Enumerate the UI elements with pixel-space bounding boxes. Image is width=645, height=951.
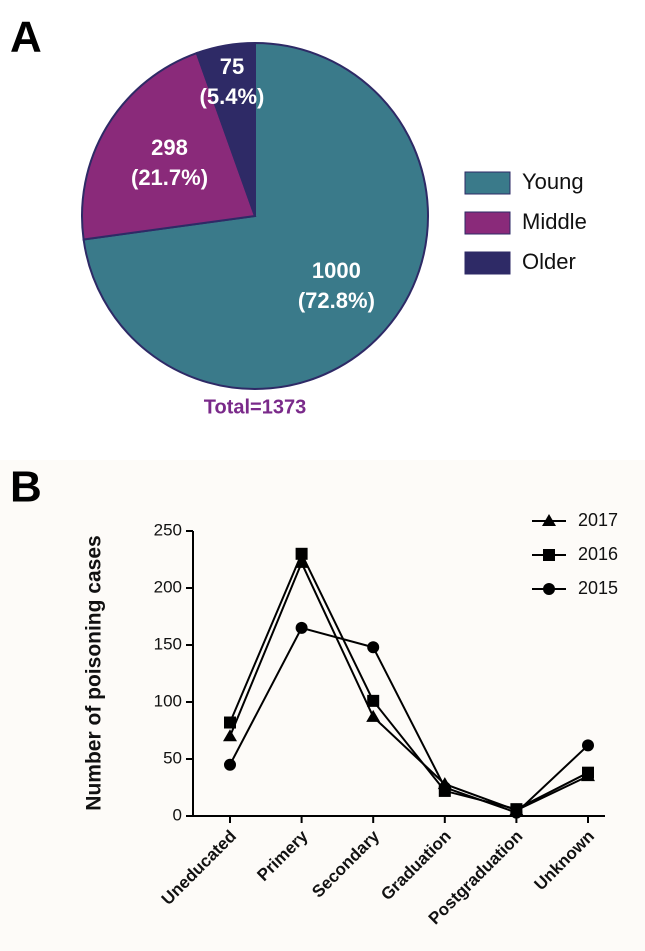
data-point bbox=[295, 621, 308, 634]
data-point bbox=[367, 694, 380, 707]
y-tick-label: 50 bbox=[163, 748, 182, 767]
pie-slice bbox=[81, 51, 257, 241]
data-point bbox=[582, 739, 594, 752]
legend-marker bbox=[543, 583, 555, 595]
panel-label: A bbox=[10, 13, 42, 62]
panel-background bbox=[0, 460, 645, 951]
legend-swatch bbox=[464, 171, 511, 195]
y-tick-label: 0 bbox=[173, 805, 182, 824]
legend-label: Young bbox=[522, 169, 584, 194]
panel-label: B bbox=[10, 463, 42, 512]
legend-label: 2017 bbox=[578, 510, 618, 530]
legend-marker bbox=[543, 549, 555, 561]
slice-percent-label: (5.4%) bbox=[200, 84, 265, 109]
data-point bbox=[224, 758, 236, 771]
data-point bbox=[366, 709, 381, 722]
slice-value-label: 1000 bbox=[312, 258, 361, 283]
series-line bbox=[229, 560, 589, 812]
series-line bbox=[229, 551, 589, 811]
legend-label: Middle bbox=[522, 209, 587, 234]
data-point bbox=[223, 729, 237, 742]
y-tick-label: 200 bbox=[154, 577, 182, 596]
data-point bbox=[438, 781, 451, 794]
total-annotation: Total=1373 bbox=[204, 396, 306, 418]
legend-swatch bbox=[464, 251, 511, 275]
data-point bbox=[295, 547, 308, 560]
series-line bbox=[229, 626, 589, 814]
legend-label: 2016 bbox=[578, 544, 618, 564]
data-point bbox=[510, 806, 523, 819]
legend-swatch bbox=[464, 211, 511, 235]
slice-percent-label: (21.7%) bbox=[131, 165, 208, 190]
data-point bbox=[582, 766, 594, 779]
slice-value-label: 298 bbox=[151, 135, 188, 160]
legend-marker bbox=[542, 514, 556, 526]
legend-label: Older bbox=[522, 249, 576, 274]
legend-label: 2015 bbox=[578, 578, 618, 598]
slice-value-label: 75 bbox=[220, 54, 244, 79]
y-tick-label: 250 bbox=[154, 520, 182, 539]
slice-percent-label: (72.8%) bbox=[298, 288, 375, 313]
pie-slice bbox=[195, 41, 256, 217]
data-point bbox=[294, 555, 309, 568]
data-point bbox=[367, 641, 380, 654]
data-point bbox=[224, 716, 236, 729]
y-tick-label: 100 bbox=[154, 691, 182, 710]
y-tick-label: 150 bbox=[154, 634, 182, 653]
y-axis-label: Number of poisoning cases bbox=[83, 535, 106, 810]
